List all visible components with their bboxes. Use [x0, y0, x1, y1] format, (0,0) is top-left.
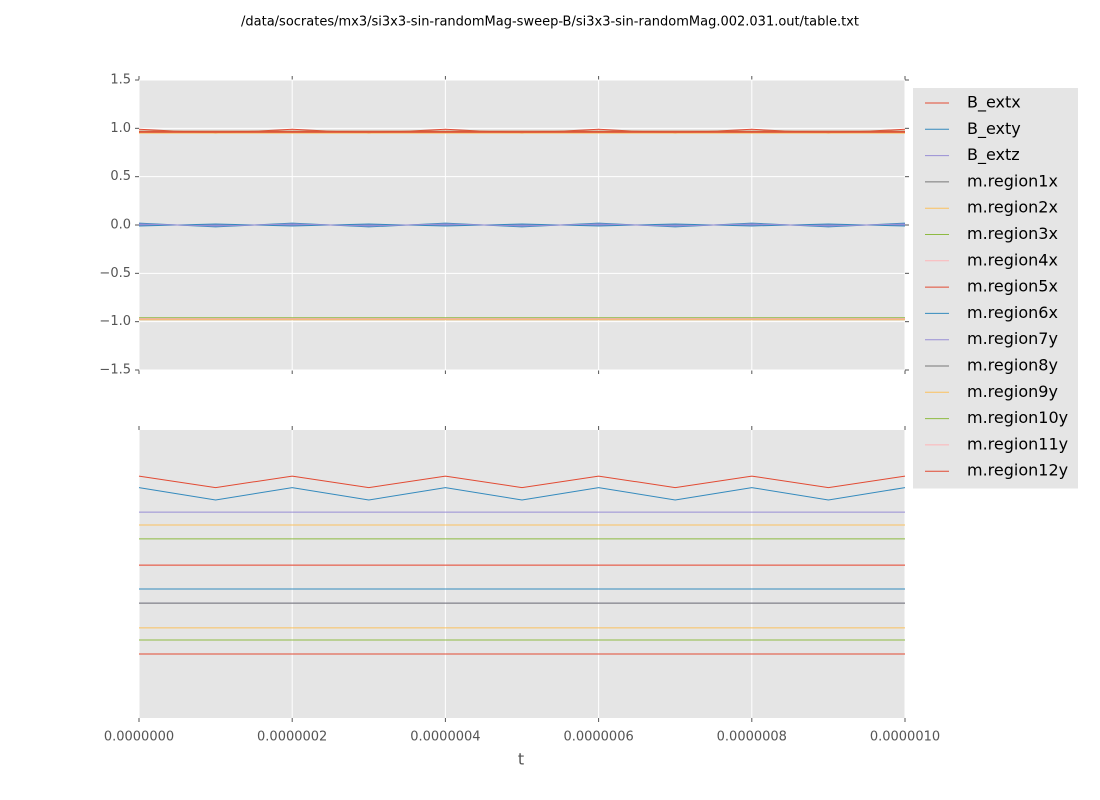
x-tick-label: 0.0000002 — [257, 730, 327, 745]
x-tick-label: 0.0000004 — [410, 730, 480, 745]
x-tick-label: 0.0000000 — [104, 730, 174, 745]
series-line — [138, 475, 906, 489]
series-line — [138, 223, 906, 227]
legend-box — [913, 88, 1078, 489]
legend-label: m.region2x — [967, 198, 1058, 217]
legend-label: m.region11y — [967, 434, 1068, 453]
legend-label: m.region1x — [967, 171, 1058, 190]
legend-label: m.region10y — [967, 408, 1068, 427]
legend-label: m.region5x — [967, 277, 1058, 296]
legend-label: m.region8y — [967, 356, 1058, 375]
legend-label: m.region7y — [967, 329, 1058, 348]
y-tick-label: 0.5 — [110, 169, 131, 184]
x-axis-label: t — [518, 750, 524, 769]
x-tick-label: 0.0000008 — [717, 730, 787, 745]
y-tick-label: −1.0 — [99, 314, 131, 329]
y-tick-label: −1.5 — [99, 363, 131, 378]
y-tick-label: 0.0 — [110, 218, 131, 233]
legend-label: m.region9y — [967, 382, 1058, 401]
y-tick-label: 1.5 — [110, 73, 131, 88]
legend-label: B_extx — [967, 93, 1021, 113]
series-line — [138, 223, 906, 227]
legend-label: m.region6x — [967, 303, 1058, 322]
x-tick-label: 0.0000010 — [870, 730, 940, 745]
x-tick-label: 0.0000006 — [563, 730, 633, 745]
chart-title: /data/socrates/mx3/si3x3-sin-randomMag-s… — [241, 15, 859, 30]
legend-label: B_exty — [967, 119, 1021, 139]
plot-area — [139, 430, 905, 718]
y-tick-label: −0.5 — [99, 266, 131, 281]
legend-label: B_extz — [967, 145, 1020, 165]
legend-label: m.region12y — [967, 461, 1068, 480]
legend-label: m.region3x — [967, 224, 1058, 243]
series-line — [138, 487, 906, 501]
y-tick-label: 1.0 — [110, 121, 131, 136]
legend-label: m.region4x — [967, 250, 1058, 269]
